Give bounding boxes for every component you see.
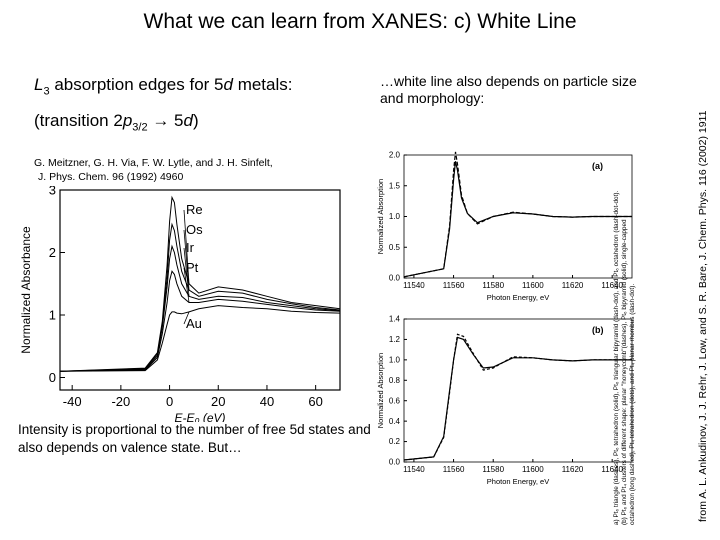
plot-frame — [59, 189, 341, 391]
right-intro-text: …white line also depends on particle siz… — [380, 73, 637, 106]
x-tick-label: 11560 — [443, 281, 465, 290]
right-chart-a: 11540 11560 11580 11600 11620 11640 0.0 0.5 1.0 1… — [376, 151, 633, 302]
series-label: Ir — [186, 240, 195, 255]
left-chart-series: Re Os Ir Pt Au — [59, 195, 341, 372]
y-tick-label: 1.0 — [389, 356, 401, 365]
y-tick-label: 1.5 — [389, 181, 401, 190]
left-heading: L3 absorption edges for 5d metals: (tran… — [34, 70, 293, 143]
series-line — [403, 161, 632, 278]
x-tick-label: 11640 — [601, 465, 623, 474]
x-axis-label: Photon Energy, eV — [487, 477, 549, 486]
x-tick-label: 11600 — [522, 281, 544, 290]
series-leader — [183, 209, 190, 284]
x-tick-label: 11620 — [562, 281, 584, 290]
y-tick-label: 2 — [49, 245, 56, 260]
y-tick-label: 0.2 — [389, 437, 401, 446]
panel-label: (a) — [592, 161, 603, 171]
series-label: Pt — [186, 260, 199, 275]
series-leader — [183, 229, 190, 291]
series-line — [59, 244, 341, 372]
y-tick-label: 0.4 — [389, 417, 401, 426]
y-tick-label: 1.0 — [389, 212, 401, 221]
x-tick-label: 11560 — [443, 465, 465, 474]
series-leader — [183, 267, 190, 303]
citation-left: G. Meitzner, G. H. Via, F. W. Lytle, and… — [34, 157, 273, 183]
x-axis-label: Photon Energy, eV — [487, 293, 549, 302]
y-tick-label: 2.0 — [389, 151, 401, 160]
page-title: What we can learn from XANES: c) White L… — [143, 10, 577, 33]
series-line — [59, 270, 341, 372]
x-tick-label: 11540 — [403, 281, 425, 290]
x-tick-label: 20 — [211, 394, 225, 409]
y-axis-label: Normalized Absorbance — [19, 226, 33, 354]
y-tick-label: 1.4 — [389, 315, 401, 324]
y-tick-label: 3 — [49, 186, 56, 197]
heading-line-2: (transition 2p3/2 → 5d) — [34, 111, 199, 134]
right-citation: from A. L. Ankudinov, J. J. Rehr, J. Low… — [697, 110, 709, 522]
x-tick-label: 40 — [260, 394, 274, 409]
series-leader — [183, 311, 190, 325]
left-chart-axes: -40 -20 0 20 40 60 0 1 2 3 E-E₀ (eV) Normalized Abs… — [19, 186, 341, 422]
y-tick-label: 0 — [49, 370, 56, 385]
y-axis-label: Normalized Absorption — [376, 353, 385, 428]
series-line — [403, 333, 632, 461]
panel-label: (b) — [592, 325, 604, 335]
y-tick-label: 0.0 — [389, 458, 401, 467]
y-tick-label: 0.8 — [389, 376, 401, 385]
x-tick-label: -40 — [63, 394, 82, 409]
series-line — [59, 305, 341, 372]
x-tick-label: 11580 — [482, 281, 504, 290]
caption-line-1: a) Pt₆ triangle (dashes), Pt₆ tetrahedro… — [613, 190, 620, 525]
series-leader — [183, 247, 190, 297]
series-label: Os — [186, 222, 203, 237]
series-label: Re — [186, 202, 203, 217]
y-tick-label: 0.0 — [389, 274, 401, 283]
y-axis-label: Normalized Absorption — [376, 179, 385, 254]
x-tick-label: 11640 — [601, 281, 623, 290]
x-axis-label: E-E₀ (eV) — [174, 411, 225, 422]
right-chart-b: 11540 11560 11580 11600 11620 11640 0.0 0.2 0.4 0… — [376, 315, 633, 486]
x-tick-label: -20 — [111, 394, 130, 409]
series-label: Au — [186, 316, 202, 331]
plot-frame — [403, 318, 633, 463]
x-tick-label: 11580 — [482, 465, 504, 474]
series-line — [59, 222, 341, 372]
y-tick-label: 1.2 — [389, 335, 401, 344]
x-tick-label: 60 — [308, 394, 322, 409]
x-tick-label: 11540 — [403, 465, 425, 474]
y-tick-label: 0.6 — [389, 396, 401, 405]
x-tick-label: 11620 — [562, 465, 584, 474]
x-tick-label: 0 — [166, 394, 173, 409]
y-tick-label: 1 — [49, 307, 56, 322]
series-line — [403, 151, 632, 278]
y-tick-label: 0.5 — [389, 243, 401, 252]
left-chart: -40 -20 0 20 40 60 0 1 2 3 E-E₀ (eV) Normalized Abs… — [19, 186, 341, 422]
heading-line-1: L3 absorption edges for 5d metals: — [34, 75, 293, 98]
series-line — [403, 336, 632, 461]
caption-line-2: (b) Pt₆ and Pt₄ clusters of different sh… — [621, 219, 628, 525]
x-tick-label: 11600 — [522, 465, 544, 474]
bottom-text: Intensity is proportional to the number … — [18, 422, 371, 455]
caption-line-3: octahedron (long dashed), Pt₄ tetrahedro… — [629, 283, 636, 525]
